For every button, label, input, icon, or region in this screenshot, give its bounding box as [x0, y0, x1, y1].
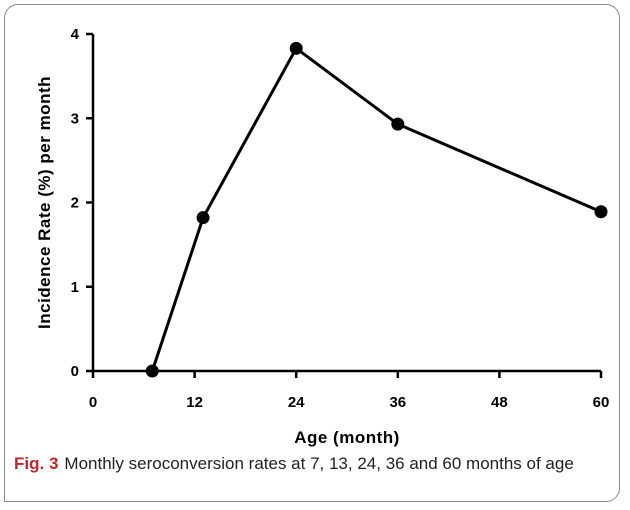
y-tick-label: 0: [71, 363, 79, 380]
x-tick-label: 0: [89, 394, 97, 411]
y-axis-ticks: 0 1 2 3 4: [71, 26, 93, 380]
figure-caption: Fig. 3 Monthly seroconversion rates at 7,…: [14, 452, 614, 476]
figure-label: Fig. 3: [14, 454, 59, 473]
x-axis-ticks: 0 12 24 36 48 60: [89, 371, 610, 411]
data-point: [196, 211, 210, 225]
data-point: [594, 205, 608, 219]
y-tick-label: 2: [71, 195, 79, 212]
x-tick-label: 60: [593, 394, 610, 411]
y-tick-label: 4: [71, 26, 80, 43]
x-axis-label: Age (month): [294, 428, 400, 447]
x-tick-label: 36: [389, 394, 406, 411]
data-point: [289, 41, 303, 55]
data-points: [145, 41, 608, 378]
figure-frame: [4, 4, 620, 502]
y-axis-label: Incidence Rate (%) per month: [35, 76, 54, 329]
y-tick-label: 3: [71, 110, 79, 127]
x-tick-label: 12: [186, 394, 203, 411]
figure-caption-text: Monthly seroconversion rates at 7, 13, 2…: [64, 454, 574, 473]
x-tick-label: 48: [491, 394, 508, 411]
series-line: [150, 46, 602, 372]
data-point: [145, 364, 159, 378]
y-tick-label: 1: [71, 279, 79, 296]
x-tick-label: 24: [288, 394, 305, 411]
data-point: [391, 117, 405, 131]
